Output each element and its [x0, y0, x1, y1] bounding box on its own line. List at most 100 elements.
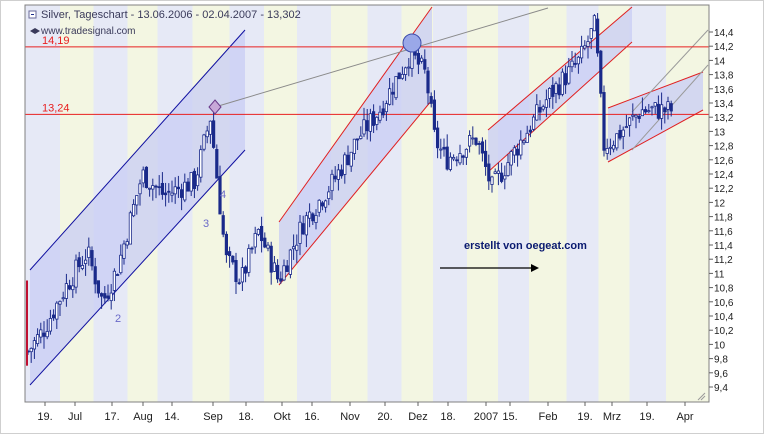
candle-body [426, 70, 430, 94]
candle-body [106, 295, 110, 299]
candle-body [52, 314, 56, 319]
candle-body [567, 66, 571, 84]
candle-body [442, 146, 446, 150]
candle-body [525, 132, 529, 143]
x-tick-label: Dez [408, 411, 428, 423]
x-tick-label: Aug [133, 411, 153, 423]
resize-grip[interactable] [697, 392, 706, 401]
chart-overlay: 2 3 4 [115, 33, 422, 325]
candle-body [596, 18, 600, 54]
candle-body [423, 59, 427, 70]
candle-body [586, 41, 590, 47]
candle-body [314, 215, 318, 223]
y-tick-label: 12,6 [714, 156, 734, 167]
candle-body [608, 146, 613, 149]
grey-fan-line-1[interactable] [631, 29, 709, 113]
wave-label-3: 3 [203, 218, 209, 230]
candle-body [343, 154, 347, 175]
candle-body [400, 73, 405, 79]
y-tick-label: 9,6 [714, 369, 728, 380]
candle-body [432, 99, 437, 130]
candle-body [371, 111, 376, 126]
y-tick-label: 12,4 [714, 170, 734, 181]
y-tick-label: 10,2 [714, 326, 734, 337]
y-tick-label: 10 [714, 340, 726, 351]
red-channel-3-upper[interactable] [607, 71, 704, 109]
candle-body [64, 283, 68, 299]
candle-body [362, 119, 366, 135]
candle-body [221, 215, 225, 235]
candle-body [151, 185, 155, 190]
candle-body [90, 250, 94, 267]
candle-body [435, 127, 440, 149]
blue-channel-lower[interactable] [29, 149, 246, 386]
candle-body [375, 116, 379, 125]
x-tick-label: 2007 [474, 411, 498, 423]
candle-body [288, 249, 293, 275]
y-tick-label: 13,4 [714, 99, 734, 110]
candle-body [96, 280, 100, 294]
candle-body [183, 181, 187, 201]
y-axis: 9,4 9,6 9,8 10 10,2 10,4 10,6 10,8 11 11,2 11,4 11,… [709, 28, 734, 394]
candle-body [512, 147, 517, 156]
candle-body [605, 148, 609, 154]
x-tick-label: 14. [164, 411, 179, 423]
candle-body [227, 251, 232, 257]
time-band [666, 5, 709, 402]
y-tick-label: 13,2 [714, 113, 734, 124]
candle-body [138, 183, 142, 195]
candle-body [282, 265, 286, 281]
blue-channel-fill [30, 30, 245, 385]
candle-body [391, 91, 395, 95]
candle-body [247, 248, 251, 273]
red-channel-2-upper[interactable] [487, 6, 633, 131]
candle-body [240, 267, 244, 283]
plot-border [24, 4, 710, 403]
candle-body [352, 138, 357, 154]
candle-body [80, 265, 84, 269]
candle-body [602, 92, 606, 151]
candle-body [112, 270, 116, 291]
grey-trend-line[interactable] [214, 7, 549, 108]
peak-marker-1[interactable] [208, 99, 222, 115]
candle-body [477, 142, 481, 145]
x-tick-label: Sep [203, 411, 223, 423]
candle-body [346, 154, 350, 165]
candle-body [474, 137, 478, 145]
candle-body [116, 274, 120, 276]
y-tick-label: 11,2 [714, 255, 733, 266]
red-channel-3-lower[interactable] [607, 109, 704, 163]
red-channel-1-lower[interactable] [278, 99, 433, 286]
candle-body [365, 120, 369, 132]
hline-label-1: 13,24 [42, 102, 70, 114]
candle-body [554, 83, 558, 94]
x-tick-label: 18. [440, 411, 455, 423]
x-tick-label: Okt [273, 411, 290, 423]
candle-body [439, 148, 443, 151]
y-tick-label: 14 [714, 56, 726, 67]
candle-body [189, 172, 193, 192]
candle-body [32, 340, 37, 350]
candle-body [397, 72, 401, 80]
candle-body [455, 159, 459, 162]
candle-body [263, 237, 267, 248]
y-tick-label: 11,6 [714, 227, 733, 238]
x-tick-label: 17. [104, 411, 119, 423]
candle-body [131, 203, 136, 217]
blue-channel-upper[interactable] [29, 29, 246, 271]
candle-body [612, 144, 616, 150]
red-channel-2-lower[interactable] [487, 41, 633, 173]
candle-body [359, 135, 363, 139]
candle-body [231, 255, 235, 263]
candle-body [387, 88, 392, 105]
candle-body [624, 126, 629, 128]
chart-title: Silver, Tageschart - 13.06.2006 - 02.04.… [41, 9, 301, 21]
candle-body [48, 318, 53, 332]
y-tick-label: 9,4 [714, 383, 728, 394]
candle-body [205, 130, 209, 138]
candle-body [323, 200, 328, 208]
y-tick-label: 11 [714, 269, 725, 280]
peak-marker-2[interactable] [402, 33, 422, 53]
